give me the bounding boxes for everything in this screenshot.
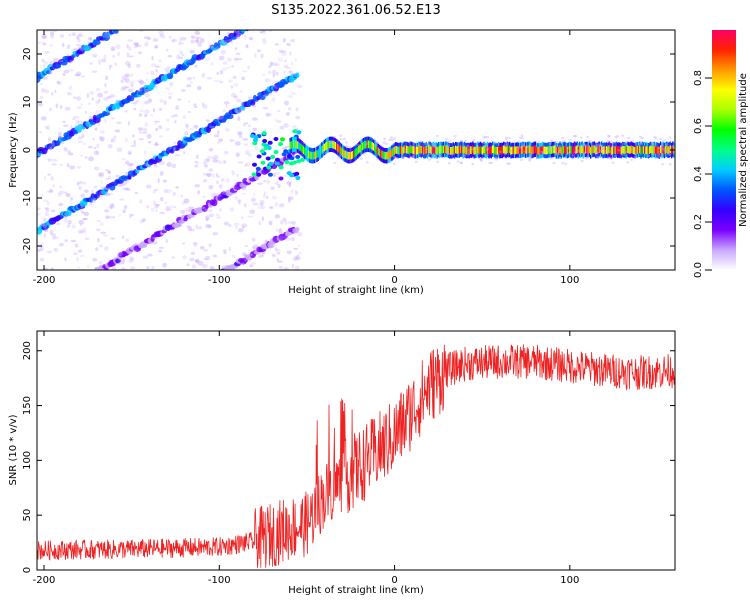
spectrogram-y-axis: -20 -10 0 10 20 bbox=[22, 48, 675, 254]
y-tick-label: 20 bbox=[22, 48, 33, 61]
colorbar-gradient bbox=[712, 30, 736, 270]
x-tick-label: -200 bbox=[33, 575, 56, 586]
y-tick-label: 0 bbox=[22, 147, 33, 153]
snr-frame bbox=[36, 330, 676, 571]
figure-title: S135.2022.361.06.52.E13 bbox=[271, 3, 440, 18]
spectrogram-x-axis: -200 -100 0 100 bbox=[33, 30, 579, 286]
x-tick-label: -100 bbox=[208, 575, 231, 586]
colorbar: 0.0 0.2 0.4 0.6 0.8 Normalized spectral ampl… bbox=[693, 30, 749, 278]
y-tick-label: 100 bbox=[22, 451, 33, 470]
y-tick-label: 150 bbox=[22, 396, 33, 415]
snr-x-label: Height of straight line (km) bbox=[288, 585, 424, 596]
snr-panel: -200 -100 0 100 0 50 100 150 200 Height of stra… bbox=[8, 330, 676, 596]
y-tick-label: 50 bbox=[22, 509, 33, 522]
snr-y-label: SNR (10 * v/v) bbox=[8, 414, 19, 485]
x-tick-label: 0 bbox=[391, 275, 397, 286]
x-tick-label: -200 bbox=[33, 275, 56, 286]
y-tick-label: 0 bbox=[22, 567, 33, 573]
colorbar-label: Normalized spectral amplitude bbox=[738, 73, 749, 227]
y-tick-label: 10 bbox=[22, 96, 33, 109]
x-tick-label: -100 bbox=[208, 275, 231, 286]
spectrogram-x-label: Height of straight line (km) bbox=[288, 285, 424, 296]
y-tick-label: 200 bbox=[22, 341, 33, 360]
colorbar-tick-label: 0.6 bbox=[693, 118, 704, 134]
snr-series-line bbox=[36, 344, 675, 568]
colorbar-tick-label: 0.8 bbox=[693, 70, 704, 86]
colorbar-tick-label: 0.2 bbox=[693, 214, 704, 230]
x-tick-label: 100 bbox=[560, 275, 579, 286]
x-tick-label: 0 bbox=[391, 575, 397, 586]
spectrogram-heatmap bbox=[37, 30, 675, 270]
snr-x-axis: -200 -100 0 100 bbox=[33, 331, 579, 586]
x-tick-label: 100 bbox=[560, 575, 579, 586]
y-tick-label: -10 bbox=[22, 190, 33, 206]
snr-y-axis: 0 50 100 150 200 bbox=[22, 341, 675, 573]
spectrogram-y-label: Frequency (Hz) bbox=[8, 112, 19, 188]
colorbar-tick-label: 0.4 bbox=[693, 166, 704, 182]
colorbar-tick-label: 0.0 bbox=[693, 262, 704, 278]
y-tick-label: -20 bbox=[22, 238, 33, 254]
colorbar-ticks: 0.0 0.2 0.4 0.6 0.8 bbox=[693, 70, 712, 278]
